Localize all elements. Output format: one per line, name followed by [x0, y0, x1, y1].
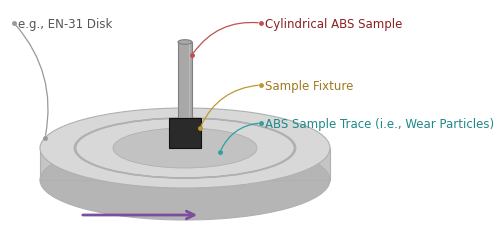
Text: e.g., EN-31 Disk: e.g., EN-31 Disk: [18, 18, 112, 31]
Text: Sample Fixture: Sample Fixture: [265, 80, 354, 93]
Text: Cylindrical ABS Sample: Cylindrical ABS Sample: [265, 18, 402, 31]
Ellipse shape: [40, 140, 330, 220]
Text: ABS Sample Trace (i.e., Wear Particles): ABS Sample Trace (i.e., Wear Particles): [265, 118, 494, 131]
Ellipse shape: [113, 128, 257, 168]
Ellipse shape: [40, 108, 330, 188]
Ellipse shape: [178, 40, 192, 44]
Bar: [178, 42, 192, 118]
Bar: [169, 118, 201, 148]
Polygon shape: [40, 148, 330, 180]
